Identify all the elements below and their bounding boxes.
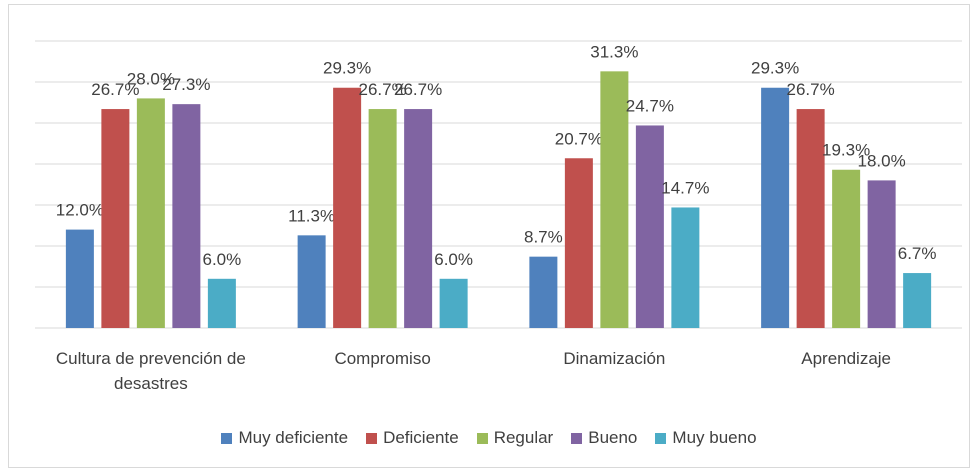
- legend-item: Deficiente: [366, 428, 459, 448]
- bar: [832, 169, 861, 328]
- data-label: 12.0%: [56, 201, 104, 220]
- bar: [600, 71, 629, 328]
- bar: [796, 109, 825, 328]
- bar: [564, 158, 593, 328]
- data-label: 29.3%: [323, 59, 371, 78]
- x-tick-label: Aprendizaje: [801, 349, 892, 368]
- data-label: 14.7%: [661, 178, 709, 197]
- data-label: 26.7%: [359, 80, 407, 99]
- data-label: 29.3%: [751, 59, 799, 78]
- data-label: 24.7%: [626, 96, 674, 115]
- data-label: 26.7%: [394, 80, 442, 99]
- data-label: 6.0%: [203, 250, 242, 269]
- bar: [761, 87, 790, 329]
- data-label: 20.7%: [555, 129, 603, 148]
- bar: [439, 278, 468, 328]
- bar: [65, 229, 94, 328]
- legend-item: Bueno: [571, 428, 637, 448]
- legend-item: Muy bueno: [655, 428, 757, 448]
- data-label: 18.0%: [858, 151, 906, 170]
- data-label: 26.7%: [91, 80, 139, 99]
- data-label: 28.0%: [127, 69, 175, 88]
- bar: [101, 109, 130, 328]
- data-label: 26.7%: [787, 80, 835, 99]
- data-label: 19.3%: [822, 141, 870, 160]
- bar: [404, 109, 433, 328]
- legend-item: Regular: [476, 428, 554, 448]
- bar: [867, 180, 896, 328]
- legend-swatch: [476, 432, 488, 444]
- bar: [368, 109, 397, 328]
- bar: [172, 104, 201, 328]
- bar: [136, 98, 165, 329]
- data-label: 27.3%: [162, 75, 210, 94]
- legend-label: Regular: [493, 428, 554, 447]
- legend-label: Bueno: [588, 428, 638, 447]
- data-label: 6.7%: [898, 244, 937, 263]
- legend-label: Muy deficiente: [238, 428, 349, 447]
- legend-item: Muy deficiente: [221, 428, 348, 448]
- legend-swatch: [221, 432, 233, 444]
- legend-swatch: [366, 432, 378, 444]
- legend-swatch: [571, 432, 583, 444]
- bar: [903, 273, 932, 328]
- bar: [671, 207, 700, 328]
- legend-label: Deficiente: [383, 428, 459, 447]
- bar: [207, 278, 236, 328]
- x-tick-label: Compromiso: [334, 349, 431, 368]
- data-label: 6.0%: [434, 250, 473, 269]
- legend: Muy deficiente Deficiente Regular Bueno Muy …: [0, 428, 978, 448]
- bar: [635, 125, 664, 329]
- data-label: 11.3%: [288, 206, 335, 225]
- x-tick-label: Cultura de prevención de desastres: [55, 349, 246, 393]
- legend-label: Muy bueno: [672, 428, 757, 447]
- bar: [529, 256, 558, 328]
- bar: [297, 235, 326, 328]
- bar: [333, 87, 362, 329]
- x-tick-label: Dinamización: [563, 349, 666, 368]
- legend-swatch: [655, 432, 667, 444]
- data-label: 8.7%: [524, 228, 563, 247]
- chart-frame: [8, 4, 970, 468]
- data-label: 31.3%: [590, 42, 638, 61]
